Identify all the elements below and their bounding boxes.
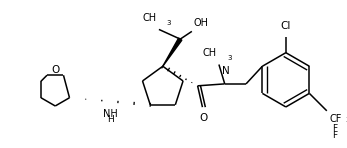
Text: H: H: [108, 115, 114, 124]
Text: 3: 3: [167, 20, 171, 26]
Text: CF: CF: [330, 114, 342, 124]
Text: 3: 3: [228, 55, 232, 61]
Text: N: N: [222, 66, 230, 76]
Text: OH: OH: [194, 18, 209, 28]
Polygon shape: [163, 38, 182, 66]
Text: 3: 3: [345, 117, 347, 123]
Text: F: F: [332, 124, 337, 133]
Text: O: O: [199, 113, 208, 123]
Text: CH: CH: [203, 48, 217, 58]
Text: O: O: [51, 65, 59, 75]
Text: CH: CH: [143, 13, 157, 23]
Text: NH: NH: [102, 109, 117, 119]
Text: Cl: Cl: [281, 21, 291, 31]
Text: F: F: [332, 131, 337, 140]
